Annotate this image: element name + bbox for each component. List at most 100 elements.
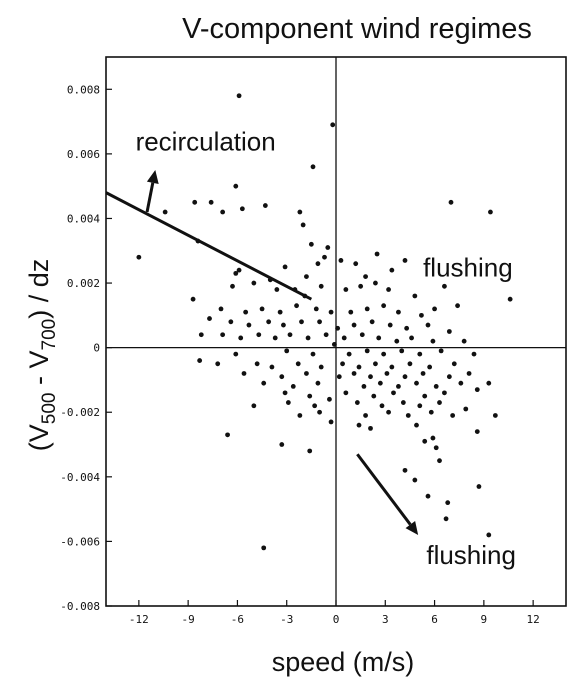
data-point (414, 380, 419, 386)
data-point (282, 390, 288, 396)
data-point (379, 403, 385, 409)
data-point (394, 338, 400, 344)
data-point (389, 267, 395, 273)
data-point (208, 199, 214, 205)
arrows (145, 170, 419, 535)
data-point (330, 122, 336, 128)
y-axis-label-close: ) / dz (24, 259, 54, 319)
data-point (343, 287, 349, 292)
data-point (438, 348, 444, 354)
data-point (354, 400, 360, 405)
data-point (420, 371, 426, 376)
data-point (261, 545, 267, 551)
data-point (262, 203, 268, 208)
data-point (451, 361, 457, 367)
data-point (305, 335, 311, 341)
data-point (492, 413, 498, 418)
data-point (312, 403, 318, 409)
data-point (220, 209, 226, 215)
x-tick-label: -3 (280, 613, 293, 626)
data-point (328, 419, 334, 425)
data-point (402, 258, 408, 263)
data-point (307, 393, 313, 399)
data-point (412, 293, 418, 299)
y-tick-label: 0.006 (67, 148, 100, 161)
data-point (427, 364, 433, 370)
data-point (207, 316, 212, 321)
data-point (284, 348, 290, 354)
data-point (266, 319, 272, 325)
data-point (238, 335, 244, 341)
data-point (328, 309, 334, 315)
data-point (348, 309, 354, 315)
data-point (198, 332, 204, 338)
data-point (488, 209, 493, 215)
data-point (297, 209, 303, 215)
data-point (215, 361, 221, 367)
data-point (361, 384, 367, 389)
data-point (384, 371, 390, 376)
data-point (433, 445, 439, 451)
data-point (404, 325, 410, 331)
data-point (414, 422, 419, 428)
x-tick-label: 0 (333, 613, 340, 626)
data-point (294, 303, 299, 309)
annotation-label: flushing (426, 540, 516, 570)
data-point (335, 325, 341, 331)
y-tick-label: 0.004 (67, 212, 100, 225)
x-tick-label: -12 (129, 613, 149, 626)
data-point (417, 351, 423, 357)
data-point (437, 458, 442, 464)
data-point (387, 322, 393, 328)
data-point (430, 435, 436, 441)
data-point (486, 532, 492, 538)
data-point (461, 338, 467, 344)
x-tick-label: -6 (231, 613, 244, 626)
data-point (376, 335, 382, 341)
data-point (313, 306, 319, 312)
data-point (341, 335, 347, 341)
data-point (450, 413, 456, 418)
data-point (377, 380, 383, 386)
data-point (251, 280, 257, 286)
arrow-shaft (356, 453, 412, 526)
data-point (417, 403, 423, 409)
data-point (236, 93, 242, 99)
data-point (471, 351, 477, 357)
data-point (442, 283, 447, 289)
data-point (358, 283, 364, 289)
data-point (445, 500, 451, 506)
data-point (325, 245, 331, 250)
data-point (396, 384, 401, 389)
data-point (299, 319, 304, 325)
data-point (381, 303, 387, 309)
data-point (225, 432, 230, 438)
data-point (315, 380, 321, 386)
data-point (476, 484, 482, 489)
data-point (279, 442, 285, 447)
data-point (315, 261, 321, 267)
data-point (474, 429, 480, 435)
data-point (353, 261, 359, 267)
y-tick-label: -0.002 (60, 406, 100, 419)
x-axis-ticks: -12 -9 -6 -3 0 3 6 9 12 (129, 600, 540, 626)
data-point (162, 209, 168, 215)
data-point (236, 267, 242, 273)
chart-title: V-component wind regimes (182, 13, 532, 45)
data-point (463, 406, 469, 412)
data-point (295, 361, 301, 367)
data-point (233, 183, 239, 189)
data-points (136, 93, 513, 551)
data-point (359, 332, 365, 338)
data-point (412, 477, 418, 483)
data-point (455, 303, 460, 309)
data-point (486, 380, 492, 386)
data-point (400, 400, 406, 405)
data-point (389, 364, 395, 370)
data-point (317, 409, 322, 415)
data-point (474, 387, 480, 393)
data-point (290, 384, 296, 389)
data-point (259, 306, 265, 312)
data-point (323, 332, 329, 338)
data-point (443, 516, 449, 522)
